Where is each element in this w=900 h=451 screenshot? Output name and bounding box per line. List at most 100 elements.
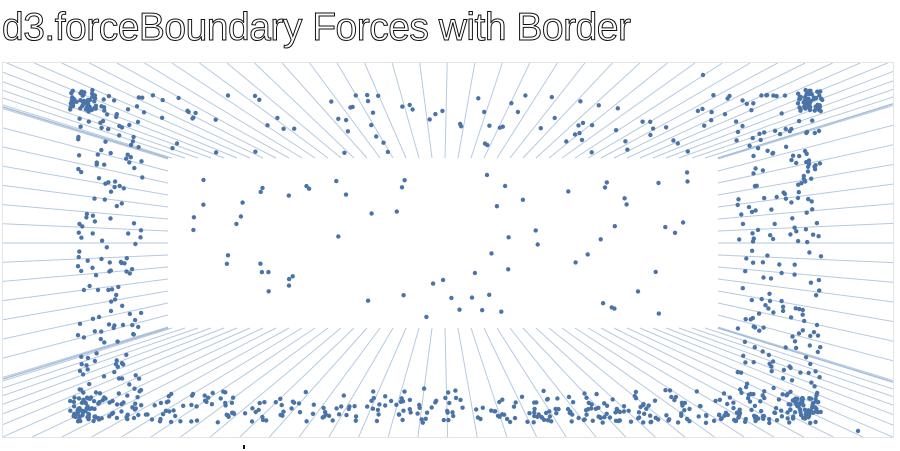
node-dot	[135, 395, 140, 400]
node-dot	[89, 107, 95, 112]
node-dot	[336, 234, 341, 239]
node-dot	[589, 402, 594, 407]
node-dot	[330, 418, 335, 423]
node-dot	[323, 412, 328, 417]
node-dot	[727, 395, 733, 400]
node-dot	[286, 276, 292, 282]
node-dot	[762, 195, 767, 201]
node-dot	[398, 399, 404, 404]
node-dot	[106, 287, 111, 293]
node-dot	[487, 123, 492, 128]
node-dot	[684, 170, 690, 175]
node-dot	[394, 402, 399, 407]
node-dot	[365, 98, 371, 104]
force-vector-line	[3, 327, 186, 389]
node-dot	[87, 381, 92, 387]
node-dot	[111, 325, 116, 331]
node-dot	[242, 411, 248, 416]
node-dot	[736, 415, 741, 420]
node-dot	[565, 406, 571, 412]
force-vector-line	[3, 327, 251, 437]
node-dot	[103, 139, 108, 144]
node-dot	[696, 414, 701, 419]
node-dot	[751, 171, 756, 176]
node-dot	[311, 402, 316, 407]
force-vector-line	[3, 254, 169, 263]
node-dot	[663, 224, 668, 230]
node-dot	[125, 152, 130, 157]
node-dot	[78, 98, 83, 103]
node-dot	[121, 186, 127, 191]
node-dot	[749, 108, 754, 113]
node-dot	[96, 314, 102, 320]
node-dot	[770, 151, 775, 156]
node-dot	[600, 301, 606, 306]
node-dot	[598, 415, 603, 421]
node-dot	[191, 115, 196, 120]
node-dot	[238, 214, 244, 219]
node-dot	[348, 105, 353, 110]
node-dot	[738, 387, 743, 392]
node-dot	[487, 292, 492, 297]
node-dot	[102, 340, 107, 345]
node-dot	[424, 314, 429, 320]
node-dot	[114, 415, 120, 421]
node-dot	[791, 414, 796, 419]
node-dot	[765, 253, 770, 258]
node-dot	[762, 130, 767, 135]
node-dot	[229, 400, 235, 405]
node-dot	[137, 389, 142, 394]
node-dot	[400, 104, 405, 109]
node-dot	[99, 147, 104, 153]
node-dot	[132, 407, 137, 412]
node-dot	[89, 91, 95, 96]
node-dot	[124, 352, 129, 357]
node-dot	[808, 333, 813, 339]
force-vector-line	[91, 327, 290, 437]
node-dot	[224, 261, 230, 266]
node-dot	[779, 111, 784, 116]
page-footer-mark	[243, 445, 245, 449]
node-dot	[535, 242, 540, 247]
node-dot	[138, 228, 144, 233]
node-dot	[114, 358, 119, 363]
node-dot	[76, 230, 82, 235]
node-dot	[377, 402, 382, 407]
node-dot	[783, 196, 789, 201]
node-dot	[694, 389, 699, 394]
node-dot	[538, 126, 543, 131]
node-dot	[68, 408, 73, 413]
node-dot	[101, 374, 107, 379]
force-vector-line	[61, 63, 264, 159]
node-dot	[760, 393, 765, 398]
node-dot	[78, 91, 83, 96]
node-dot	[632, 393, 637, 399]
node-dot	[531, 420, 536, 425]
force-vector-line	[535, 63, 641, 159]
force-vector-line	[522, 63, 613, 159]
node-dot	[108, 150, 113, 156]
node-dot	[78, 124, 83, 129]
node-dot	[777, 131, 783, 137]
node-dot	[761, 275, 766, 280]
node-dot	[326, 413, 332, 418]
node-dot	[811, 330, 817, 335]
node-dot	[759, 93, 764, 98]
node-dot	[703, 420, 709, 425]
node-dot	[780, 392, 785, 397]
node-dot	[134, 104, 140, 109]
node-dot	[168, 419, 174, 425]
node-dot	[751, 324, 756, 329]
node-dot	[650, 126, 656, 131]
node-dot	[451, 413, 456, 419]
node-dot	[336, 116, 341, 121]
node-dot	[737, 237, 742, 242]
node-dot	[334, 178, 339, 184]
force-vector-line	[3, 327, 238, 426]
node-dot	[747, 143, 752, 148]
node-dot	[739, 212, 744, 217]
node-dot	[388, 398, 394, 404]
node-dot	[106, 93, 112, 99]
node-dot	[369, 211, 374, 216]
node-dot	[795, 403, 800, 409]
